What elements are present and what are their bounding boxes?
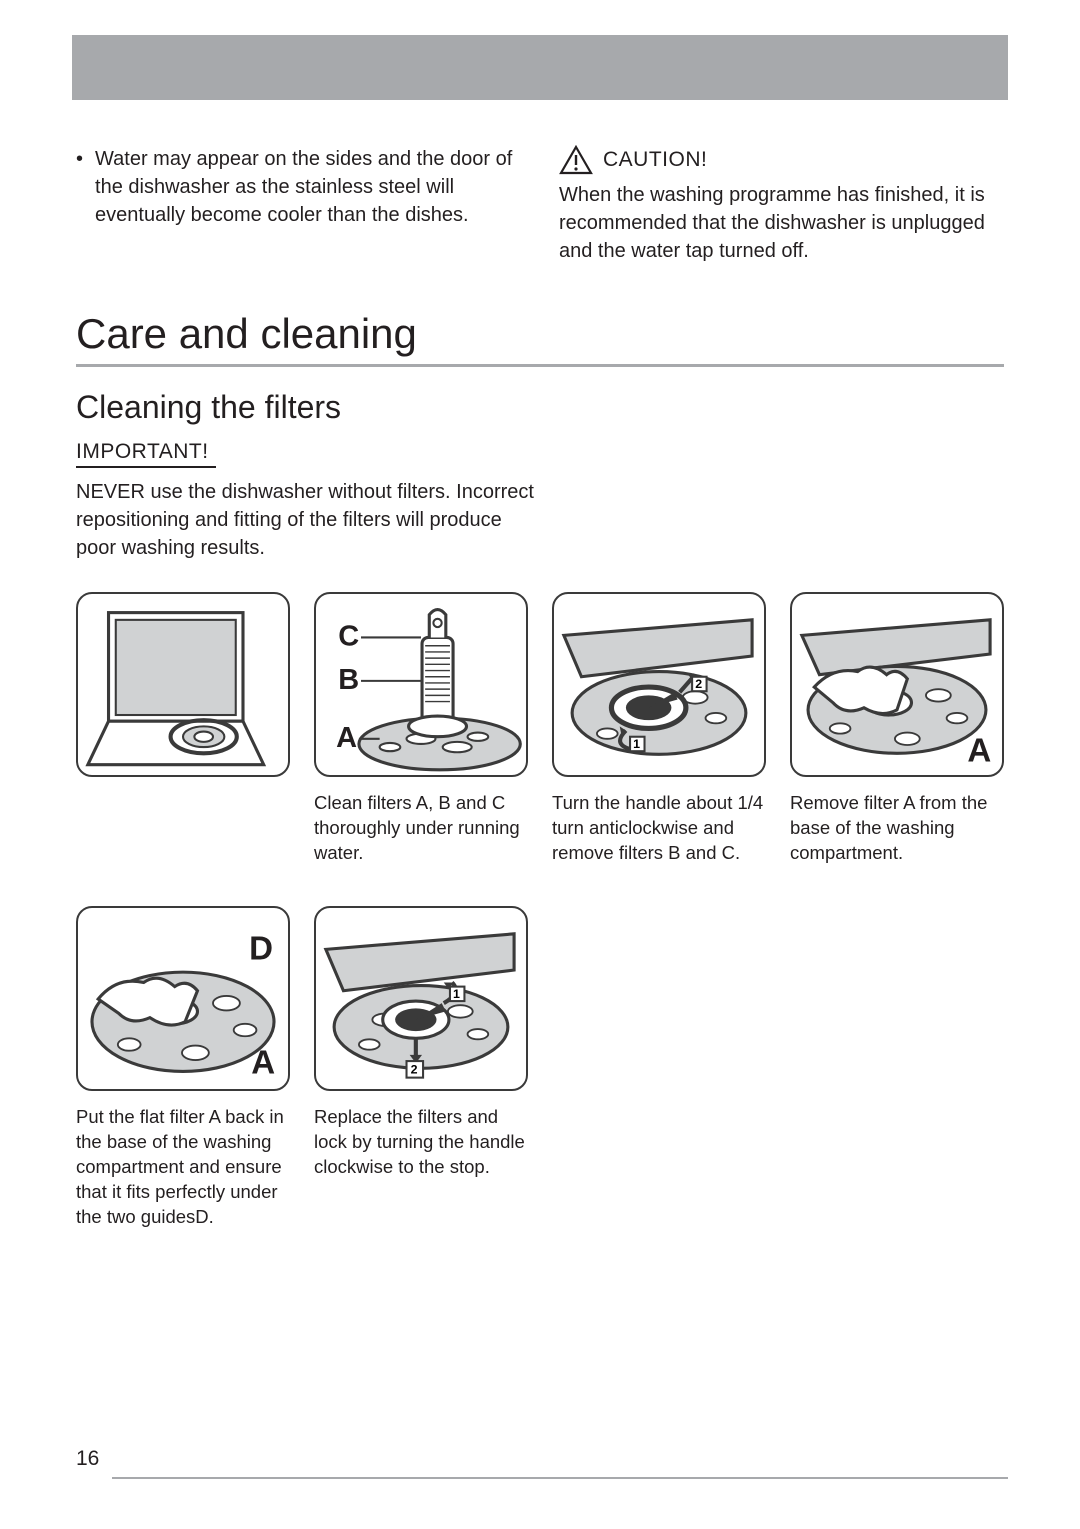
intro-columns: • Water may appear on the sides and the … — [76, 145, 1004, 265]
subsection-heading: Cleaning the filters — [76, 389, 1004, 426]
caution-triangle-icon — [559, 145, 593, 175]
heading-rule — [76, 364, 1004, 367]
step-caption: Clean filters A, B and C thoroughly unde… — [314, 791, 528, 866]
svg-text:1: 1 — [453, 987, 460, 1001]
step-item: C B A Clean filters A, B and C thoroughl… — [314, 592, 528, 866]
step-illustration — [76, 592, 290, 777]
footer-rule — [112, 1477, 1008, 1479]
bullet-item: • Water may appear on the sides and the … — [76, 145, 521, 229]
steps-row-1: C B A Clean filters A, B and C thoroughl… — [76, 592, 1004, 866]
important-rule — [76, 466, 216, 468]
step-caption: Put the flat filter A back in the base o… — [76, 1105, 290, 1230]
label-d: D — [249, 931, 273, 968]
label-b: B — [338, 664, 359, 696]
step-caption: Turn the handle about 1/4 turn anticlock… — [552, 791, 766, 866]
page-number: 16 — [76, 1447, 99, 1471]
step-item: 1 2 Turn the handle about 1/4 turn antic… — [552, 592, 766, 866]
step-caption: Remove filter A from the base of the was… — [790, 791, 1004, 866]
section-heading: Care and cleaning — [76, 310, 1004, 358]
svg-text:1: 1 — [633, 737, 640, 751]
label-c: C — [338, 621, 359, 653]
step-illustration: 1 2 — [314, 906, 528, 1091]
caution-label: CAUTION! — [603, 148, 707, 172]
step-illustration: 1 2 — [552, 592, 766, 777]
step-caption: Replace the filters and lock by turning … — [314, 1105, 528, 1180]
label-a: A — [967, 733, 991, 770]
steps-row-2: D A Put the flat filter A back in the ba… — [76, 906, 1004, 1230]
step-item: D A Put the flat filter A back in the ba… — [76, 906, 290, 1230]
bullet-marker: • — [76, 145, 83, 229]
step-item: 1 2 Replace the filters and lock by turn… — [314, 906, 528, 1230]
svg-text:2: 2 — [695, 677, 702, 691]
step-illustration: C B A — [314, 592, 528, 777]
step-item: A Remove filter A from the base of the w… — [790, 592, 1004, 866]
caution-body: When the washing programme has finished,… — [559, 181, 1004, 265]
important-label: IMPORTANT! — [76, 440, 1004, 464]
svg-text:2: 2 — [411, 1062, 418, 1076]
header-band — [72, 35, 1008, 100]
step-item — [76, 592, 290, 866]
step-illustration: A — [790, 592, 1004, 777]
step-illustration: D A — [76, 906, 290, 1091]
bullet-text: Water may appear on the sides and the do… — [95, 145, 521, 229]
label-a: A — [251, 1044, 275, 1081]
label-a: A — [336, 722, 357, 754]
important-body: NEVER use the dishwasher without filters… — [76, 478, 546, 562]
